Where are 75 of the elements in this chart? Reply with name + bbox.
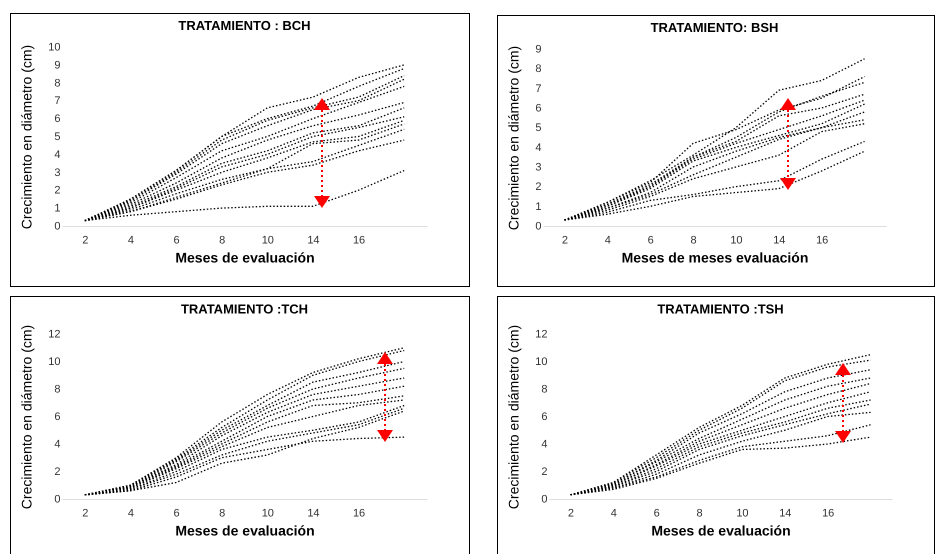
- y-tick-label: 7: [535, 82, 542, 95]
- y-axis-title: Crecimiento en diámetro (cm): [18, 324, 34, 510]
- y-tick-label: 5: [535, 122, 542, 134]
- x-tick-label: 14: [307, 234, 320, 246]
- y-axis-title: Crecimiento en diámetro (cm): [505, 46, 522, 230]
- y-tick-label: 6: [54, 411, 60, 423]
- x-tick-label: 10: [262, 234, 274, 246]
- x-tick-label: 6: [174, 508, 180, 520]
- x-tick-label: 4: [604, 234, 611, 246]
- y-tick-label: 2: [541, 466, 548, 478]
- x-tick-label: 4: [128, 508, 134, 520]
- y-tick-label: 12: [48, 328, 60, 340]
- y-tick-label: 0: [535, 220, 542, 232]
- x-axis-title: Meses de meses evaluación: [622, 250, 808, 266]
- y-tick-label: 12: [535, 328, 548, 340]
- x-tick-label: 16: [816, 234, 828, 246]
- y-tick-label: 10: [48, 42, 60, 54]
- y-axis-title: Crecimiento en diámetro (cm): [18, 44, 34, 230]
- y-tick-label: 0: [541, 494, 548, 506]
- y-tick-label: 5: [54, 131, 60, 143]
- x-axis-title: Meses de evaluación: [175, 522, 315, 538]
- y-tick-label: 4: [535, 142, 542, 154]
- x-tick-label: 8: [690, 234, 697, 246]
- chart-title: TRATAMIENTO :TSH: [657, 301, 784, 316]
- x-tick-label: 6: [654, 508, 660, 520]
- x-tick-label: 2: [562, 234, 568, 246]
- x-tick-label: 2: [82, 234, 88, 246]
- x-tick-label: 16: [352, 508, 366, 520]
- x-tick-label: 16: [352, 234, 366, 246]
- x-tick-label: 2: [82, 508, 88, 520]
- chart-title: TRATAMIENTO: BSH: [650, 20, 778, 35]
- x-axis-title: Meses de evaluación: [651, 522, 791, 538]
- y-tick-label: 2: [535, 181, 542, 194]
- x-tick-label: 6: [174, 234, 180, 246]
- y-tick-label: 10: [48, 356, 60, 368]
- y-tick-label: 6: [54, 113, 60, 126]
- y-tick-label: 4: [54, 438, 60, 450]
- x-tick-label: 14: [779, 508, 792, 520]
- y-tick-label: 6: [541, 411, 548, 423]
- y-tick-label: 2: [54, 466, 60, 478]
- y-tick-label: 1: [535, 200, 542, 213]
- x-tick-label: 10: [262, 508, 274, 520]
- x-tick-label: 4: [610, 508, 617, 520]
- y-tick-label: 9: [54, 59, 60, 72]
- x-tick-label: 2: [568, 508, 574, 520]
- y-tick-label: 3: [535, 162, 542, 174]
- y-tick-label: 9: [535, 44, 542, 56]
- chart-title: TRATAMIENTO : BCH: [178, 18, 311, 33]
- x-tick-label: 4: [128, 234, 134, 246]
- y-tick-label: 10: [535, 356, 548, 368]
- y-tick-label: 8: [54, 77, 60, 90]
- x-tick-label: 10: [730, 234, 743, 246]
- y-tick-label: 2: [54, 184, 60, 197]
- x-tick-label: 8: [696, 508, 703, 520]
- y-tick-label: 3: [54, 166, 60, 179]
- x-tick-label: 14: [307, 508, 320, 520]
- x-tick-label: 10: [736, 508, 749, 520]
- x-tick-label: 8: [219, 508, 226, 520]
- y-tick-label: 0: [54, 220, 60, 232]
- x-tick-label: 16: [822, 508, 834, 520]
- x-tick-label: 8: [219, 234, 226, 246]
- x-tick-label: 14: [773, 234, 786, 246]
- y-tick-label: 8: [535, 63, 542, 76]
- x-axis-title: Meses de evaluación: [175, 250, 315, 266]
- y-tick-label: 7: [54, 95, 60, 108]
- y-tick-label: 8: [54, 384, 60, 396]
- y-tick-label: 8: [541, 384, 548, 396]
- y-tick-label: 4: [541, 438, 548, 450]
- x-tick-label: 6: [648, 234, 654, 246]
- y-tick-label: 1: [54, 202, 60, 215]
- y-tick-label: 4: [54, 148, 60, 161]
- y-tick-label: 0: [54, 494, 60, 506]
- chart-title: TRATAMIENTO :TCH: [180, 301, 308, 316]
- y-axis-title: Crecimiento en diámetro (cm): [505, 324, 522, 510]
- y-tick-label: 6: [535, 102, 542, 114]
